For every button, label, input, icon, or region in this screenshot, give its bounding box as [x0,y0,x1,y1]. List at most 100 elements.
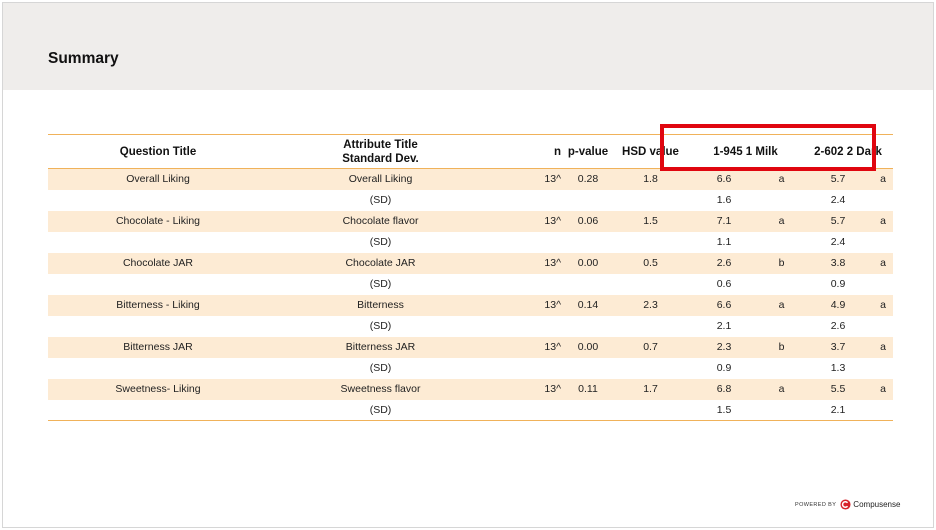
cell-product-2-letter [873,400,893,421]
cell-product-2-value: 1.3 [830,362,846,374]
cell-product-1-value: 6.6 [716,173,732,186]
cell-product-1-value: 0.6 [716,278,732,290]
cell-product-1-letter [760,274,803,295]
table-row: (SD) 0.9 1.3 [48,358,893,379]
cell-product-1-letter [760,232,803,253]
cell-product-2-value: 5.7 [830,215,846,227]
cell-n [493,358,563,379]
header-question-title: Question Title [119,145,197,158]
cell-p-value [563,400,613,421]
cell-attribute: (SD) [369,403,392,416]
cell-product-1-value: 1.1 [716,236,732,248]
cell-product-2-letter: a [880,173,886,186]
header-product-1: 1-945 1 Milk [713,145,778,158]
cell-question [48,274,268,295]
cell-n: 13^ [544,341,561,353]
cell-hsd-value: 0.7 [643,341,658,353]
cell-question: Overall Liking [126,173,190,186]
cell-product-1-letter: b [778,341,785,353]
cell-n [493,190,563,211]
cell-product-2-letter: a [880,383,886,395]
table-row: Chocolate - Liking Chocolate flavor 13^ 0.0… [48,210,893,232]
cell-attribute: Overall Liking [348,173,413,186]
cell-product-2-value: 2.4 [830,194,846,206]
cell-product-2-value: 2.4 [830,236,846,248]
cell-product-2-value: 3.7 [830,341,846,353]
cell-question [48,400,268,421]
table-row: (SD) 1.5 2.1 [48,400,893,421]
cell-attribute: (SD) [369,236,392,248]
table-row: Bitterness JAR Bitterness JAR 13^ 0.00 0.7 2.… [48,336,893,358]
cell-product-2-value: 4.9 [830,299,846,311]
cell-product-2-value: 0.9 [830,278,846,290]
cell-p-value: 0.14 [577,299,599,311]
cell-n [493,274,563,295]
cell-product-2-letter [873,232,893,253]
cell-hsd-value [613,316,688,337]
cell-hsd-value [613,400,688,421]
summary-table: Question Title Attribute Title Standard … [48,134,893,421]
cell-hsd-value [613,274,688,295]
cell-product-2-letter: a [880,215,886,227]
cell-p-value [563,358,613,379]
table-row: (SD) 0.6 0.9 [48,274,893,295]
cell-hsd-value [613,358,688,379]
cell-product-1-letter: a [778,299,785,311]
cell-product-1-letter [760,316,803,337]
cell-product-1-value: 6.6 [716,299,732,311]
cell-product-2-letter [873,190,893,211]
cell-p-value: 0.11 [578,383,598,395]
cell-product-1-value: 7.1 [716,215,732,227]
cell-attribute: (SD) [369,194,392,206]
cell-question [48,358,268,379]
cell-question: Sweetness- Liking [115,383,201,395]
header-attribute-line1: Attribute Title [343,138,418,151]
cell-product-1-letter: a [778,215,785,227]
cell-p-value: 0.06 [577,215,599,227]
page-title: Summary [48,50,119,67]
cell-product-1-value: 2.6 [716,257,732,269]
cell-product-1-value: 0.9 [716,362,732,374]
cell-product-2-value: 5.7 [830,173,846,186]
cell-product-2-letter [873,274,893,295]
cell-hsd-value [613,190,688,211]
cell-product-1-letter: b [778,257,785,269]
cell-p-value [563,316,613,337]
cell-attribute: Bitterness JAR [345,341,416,353]
table-row: Sweetness- Liking Sweetness flavor 13^ 0.11… [48,378,893,400]
cell-n [493,232,563,253]
cell-hsd-value: 1.5 [643,215,658,227]
cell-p-value [563,190,613,211]
cell-hsd-value: 1.7 [643,383,658,395]
cell-product-1-letter: a [778,173,785,186]
highlight-box [660,124,876,171]
powered-by-logo: POWERED BY Compusense [795,499,900,510]
cell-product-2-letter: a [880,299,886,311]
cell-product-2-value: 3.8 [830,257,846,269]
cell-n: 13^ [544,173,561,186]
cell-product-2-letter [873,316,893,337]
cell-p-value: 0.00 [577,341,599,353]
cell-attribute: (SD) [369,362,392,374]
cell-attribute: Sweetness flavor [340,383,421,395]
cell-question: Chocolate JAR [122,257,194,269]
cell-product-1-value: 1.5 [716,403,732,416]
header-hsd-value: HSD value [622,145,679,158]
header-band: Summary [3,3,933,90]
cell-hsd-value: 1.8 [643,173,658,186]
header-p-value: p-value [567,145,609,158]
header-attribute-title: Attribute Title Standard Dev. [268,135,493,169]
cell-attribute: Chocolate JAR [345,257,416,269]
powered-by-text: POWERED BY [795,501,837,508]
cell-hsd-value: 0.5 [643,257,658,269]
cell-product-1-value: 1.6 [716,194,732,206]
header-n: n [553,145,561,158]
cell-question: Chocolate - Liking [115,215,201,227]
cell-product-1-letter [760,358,803,379]
cell-product-1-value: 6.8 [716,383,732,395]
header-attribute-line2: Standard Dev. [342,152,419,165]
cell-attribute: (SD) [369,320,392,332]
cell-p-value [563,232,613,253]
cell-product-2-value: 2.1 [830,403,846,416]
